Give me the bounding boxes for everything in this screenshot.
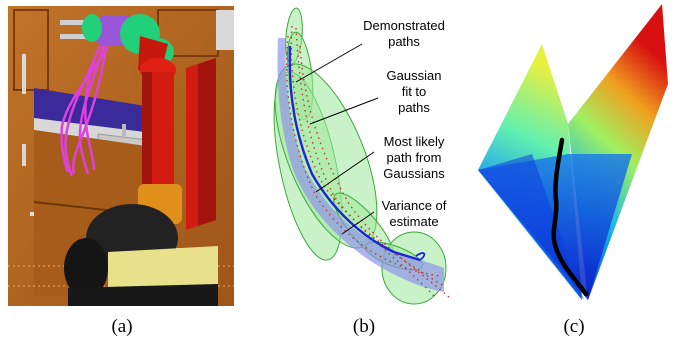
gaussian-svg: Demonstrated paths Gaussian fit to paths…	[273, 7, 451, 305]
label-gaussian-line2: fit to	[402, 84, 427, 99]
demo-path	[78, 43, 106, 175]
most-likely-path	[288, 45, 421, 262]
leader-demonstrated	[295, 43, 363, 83]
robot-base-bottom	[68, 284, 218, 306]
demo-path	[71, 47, 108, 175]
leader-variance	[341, 211, 375, 235]
label-likely-line3: Gaussians	[383, 166, 445, 181]
label-demonstrated-line1: Demonstrated	[363, 18, 445, 33]
robot-scene-svg	[8, 6, 234, 306]
demo-path	[64, 45, 102, 177]
wall-panel	[216, 10, 234, 50]
surface-svg	[478, 4, 668, 300]
cost-surface-plot	[472, 4, 672, 308]
gripper-finger	[60, 34, 100, 39]
optimal-path	[551, 137, 589, 297]
variance-band	[277, 38, 444, 292]
label-demonstrated-line2: paths	[388, 34, 420, 49]
path-end-loop	[415, 252, 426, 261]
demo-path	[60, 45, 110, 173]
label-gaussian-line3: paths	[398, 100, 430, 115]
panel-shading	[198, 58, 216, 226]
leader-gaussian	[309, 97, 379, 125]
robot-wheel	[64, 238, 108, 298]
label-likely-line2: path from	[387, 150, 442, 165]
backsplash	[34, 88, 158, 136]
caption-b: (b)	[352, 316, 376, 337]
upper-cabinet-left	[13, 9, 49, 91]
label-variance-line1: Variance of	[382, 198, 447, 213]
gripper-finger	[60, 20, 100, 25]
arm-shading	[142, 72, 152, 192]
demo-path	[84, 49, 100, 171]
surface-valley-shade	[478, 154, 584, 300]
gaussian-fit-diagram: Demonstrated paths Gaussian fit to paths…	[244, 6, 464, 306]
annotation-leaders	[295, 43, 379, 235]
faucet	[122, 124, 126, 136]
cabinet-handle	[22, 54, 26, 94]
caption-c: (c)	[563, 316, 585, 337]
demo-dotted-path	[295, 27, 435, 297]
label-variance-line2: estimate	[389, 214, 438, 229]
annotation-labels: Demonstrated paths Gaussian fit to paths…	[363, 18, 447, 229]
caption-a: (a)	[111, 316, 133, 337]
demonstration-paths	[60, 43, 110, 177]
cabinet-handle	[22, 144, 26, 166]
label-likely-line1: Most likely	[384, 134, 445, 149]
label-gaussian-line1: Gaussian	[387, 68, 442, 83]
leader-most-likely	[315, 151, 375, 193]
robot-kitchen-scene	[8, 6, 234, 306]
robot-joint	[82, 14, 102, 42]
